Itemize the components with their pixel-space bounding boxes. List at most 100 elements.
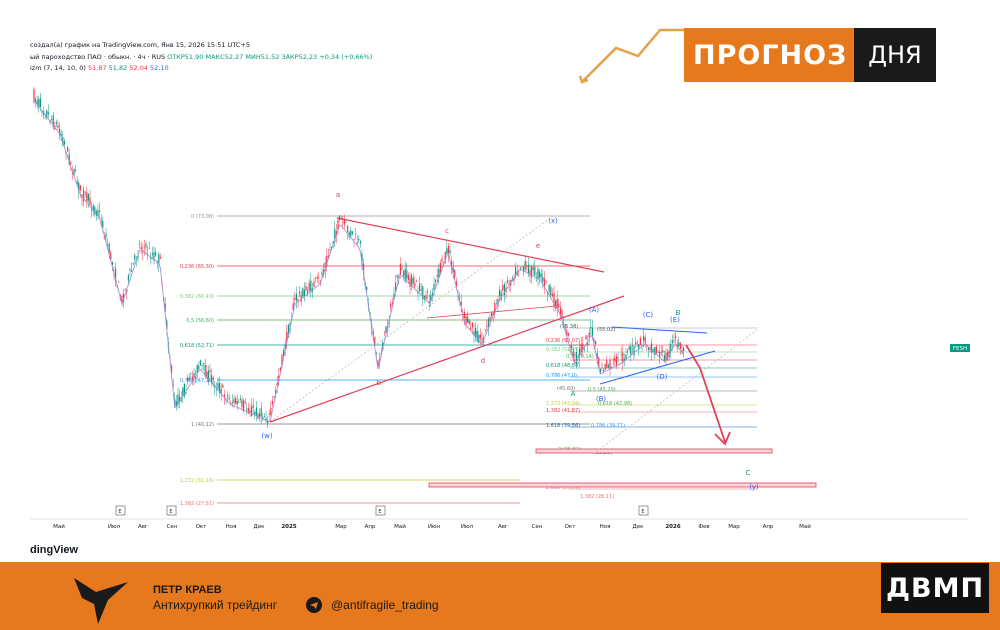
candle-body (407, 274, 409, 280)
candle-body (422, 286, 424, 300)
fib-level-label: 1 (40,12) (191, 422, 214, 428)
candle-body (399, 263, 401, 276)
candle-body (222, 385, 224, 388)
x-axis-label: Май (394, 523, 406, 530)
event-marker (166, 505, 177, 516)
candle-body (241, 399, 243, 408)
candle-body (332, 241, 334, 245)
candle-body (452, 267, 454, 273)
candle-body (475, 328, 477, 338)
candle-body (318, 277, 320, 279)
candle-body (321, 272, 323, 275)
wave-label: (A) (589, 306, 600, 314)
candle-body (652, 349, 654, 352)
candle-body (243, 400, 245, 411)
indicator-value-3: 52,04 (129, 64, 148, 72)
candle-body (487, 318, 489, 330)
candle-body (425, 295, 427, 300)
candle-body (449, 250, 451, 254)
candle-body (433, 283, 435, 290)
candle-body (118, 281, 120, 283)
wave-label: (D) (657, 373, 668, 381)
candle-body (585, 335, 587, 340)
telegram-icon[interactable] (306, 597, 322, 613)
chart-area[interactable]: Май Июл Авг Сен Окт Ноя Дек 2025 Мар Апр Май Июн Июл… (0, 0, 1000, 562)
x-axis-label: Окт (196, 524, 208, 530)
candle-body (673, 340, 675, 341)
candle-body (625, 354, 627, 360)
candle-body (524, 260, 526, 270)
indicator-line: izm (7, 14, 10, 0) 51,87 51,82 52,04 52,… (30, 64, 169, 72)
candle-body (580, 343, 582, 353)
candle-body (219, 383, 221, 393)
candle-body (481, 338, 483, 341)
candle-body (287, 325, 289, 338)
candle-body (492, 311, 494, 316)
x-axis-label: Апр (365, 524, 376, 530)
candle-body (651, 343, 653, 353)
x-axis-label: Дек (253, 524, 265, 530)
candle-body (435, 279, 437, 283)
author-subtitle: Антихрупкий трейдинг (153, 598, 278, 612)
x-axis-label: Июл (461, 524, 474, 530)
candle-body (527, 264, 529, 274)
wave-label: B (676, 309, 681, 317)
candle-body (615, 355, 617, 367)
candle-body (497, 299, 499, 306)
x-axis-label: Окт (565, 524, 577, 530)
wave-label: (E) (670, 316, 680, 324)
forecast-arrow (685, 344, 726, 443)
x-axis-label: Фев (698, 524, 709, 530)
event-marker-label: E (169, 509, 172, 515)
candle-body (351, 231, 353, 234)
candle-body (660, 352, 662, 353)
candle-body (526, 265, 528, 267)
candle-body (196, 364, 198, 374)
x-axis-label: Апр (763, 524, 774, 530)
telegram-handle[interactable]: @antifragile_trading (331, 598, 439, 612)
candle-body (228, 397, 230, 400)
candle-body (294, 297, 296, 300)
candle-body (495, 303, 497, 305)
candle-body (683, 347, 685, 352)
candle-body (41, 110, 43, 113)
fib-level-label: 0,382 (60,49) (180, 294, 214, 300)
fib-level-label: 0,5 (50,14) (566, 354, 594, 360)
price-chart[interactable]: Май Июл Авг Сен Окт Ноя Дек 2025 Мар Апр Май Июн Июл… (0, 0, 1000, 562)
candle-body (479, 334, 481, 339)
candle-body (555, 300, 557, 309)
candle-body (201, 365, 203, 366)
candle-body (393, 293, 395, 300)
candle-body (446, 248, 448, 254)
candle-body (507, 280, 509, 283)
candle-body (655, 346, 657, 354)
indicator-value-4: 52,10 (150, 64, 169, 72)
fib-level-label: 1,618 (39,56) (546, 423, 580, 429)
candle-body (670, 343, 672, 352)
fib-level-label: 1,382 (28,11) (580, 494, 614, 500)
candle-body (343, 219, 345, 225)
moving-average-line (33, 100, 684, 423)
candle-body (595, 341, 597, 345)
fib-level-label: 0,236 (53,07) (546, 338, 580, 344)
candle-body (83, 190, 85, 202)
candle-body (630, 346, 632, 355)
candle-body (316, 276, 318, 279)
candle-body (75, 169, 77, 171)
candle-body (611, 367, 613, 369)
event-marker-label: E (641, 509, 644, 515)
candle-body (62, 136, 64, 145)
candle-body (271, 400, 273, 404)
fib-level-label: 1,382 (41,87) (546, 408, 580, 414)
candle-body (68, 153, 70, 165)
candle-body (131, 270, 133, 272)
candle-body (359, 241, 361, 244)
trend-arrow-icon (578, 28, 684, 84)
candle-body (548, 284, 550, 292)
candle-body (150, 257, 152, 259)
x-axis-label: Мар (335, 524, 347, 530)
triangle-upper-line (336, 217, 605, 273)
candle-body (361, 253, 363, 265)
candle-body (447, 245, 449, 255)
candle-body (182, 387, 184, 396)
